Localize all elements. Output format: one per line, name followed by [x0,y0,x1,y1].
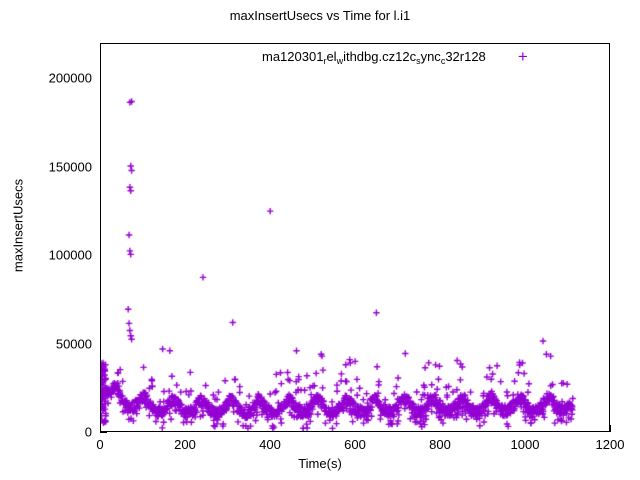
y-tick-label: 150000 [48,159,92,175]
x-tick-label: 400 [259,437,281,452]
plot-area [100,43,610,432]
y-tick-label: 200000 [48,70,92,86]
x-tick-label: 1200 [595,437,625,452]
y-axis-tick-labels: 0 50000 100000 150000 200000 [0,0,92,480]
x-tick-label: 200 [174,437,196,452]
legend-series-label: ma120301relwithdbg.cz12csyncc32r128 [262,48,486,66]
chart-title: maxInsertUsecs vs Time for l.i1 [229,8,411,23]
x-tick-label: 800 [429,437,451,452]
x-tick-label: 600 [344,437,366,452]
data-points-layer [101,44,609,431]
legend-plus-marker: + [517,46,528,66]
x-tick-mark [610,425,611,432]
y-tick-label: 100000 [48,247,92,263]
legend: ma120301relwithdbg.cz12csyncc32r128 + [262,46,536,66]
x-axis-label: Time(s) [298,456,342,471]
y-tick-label: 0 [84,424,92,440]
x-tick-label: 0 [96,437,104,452]
y-tick-label: 50000 [55,336,92,352]
x-tick-label: 1000 [510,437,540,452]
y-tick-mark [100,432,107,433]
